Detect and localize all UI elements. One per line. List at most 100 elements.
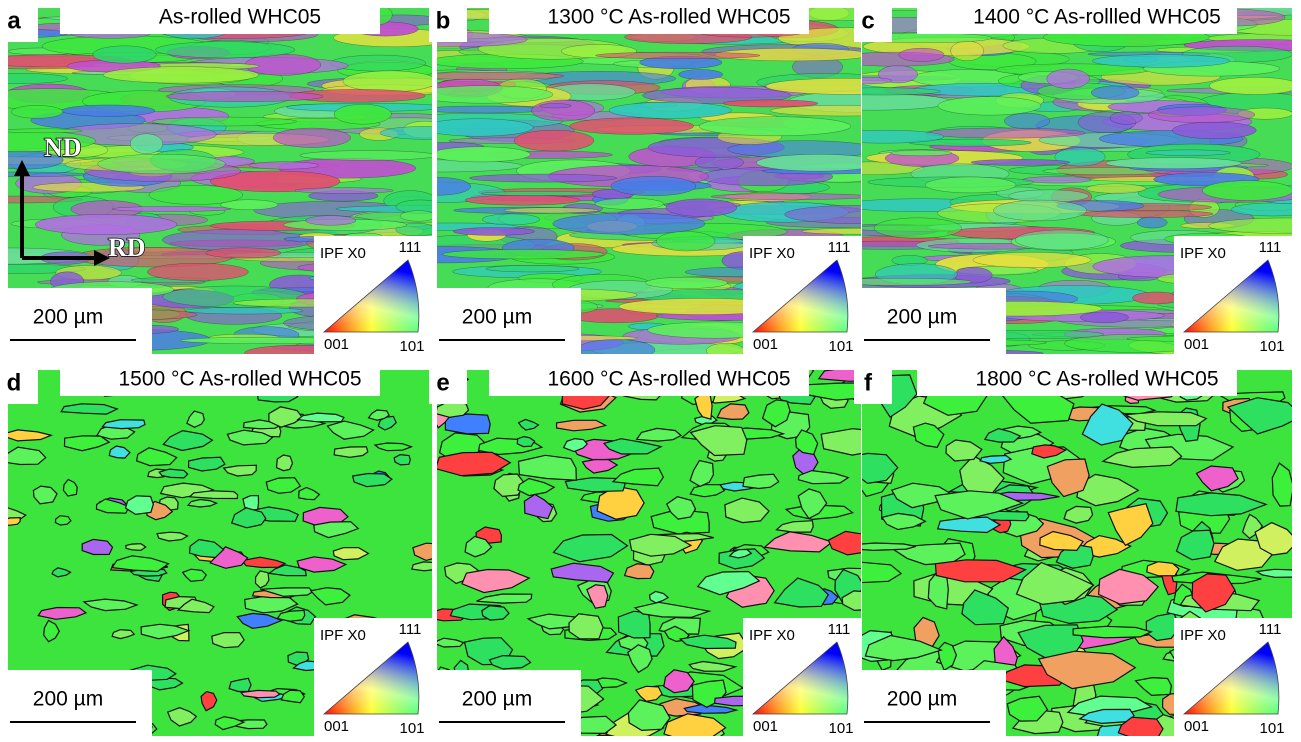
rd-label: RD (108, 233, 146, 262)
grain (482, 214, 540, 225)
panel-letter: d (7, 369, 22, 396)
panel-title: 1800 °C As-rolled WHC05 (976, 368, 1219, 391)
grain (1202, 181, 1293, 201)
legend-101: 101 (828, 338, 853, 355)
grain (899, 48, 944, 61)
grain (431, 147, 531, 162)
grain (394, 455, 410, 465)
scale-label: 200 µm (462, 688, 532, 711)
grain (609, 102, 731, 118)
legend-101: 101 (1259, 338, 1284, 355)
grain (152, 117, 297, 126)
grain (553, 213, 705, 234)
letter-box (854, 362, 892, 404)
grain (1091, 86, 1139, 100)
nd-label: ND (44, 133, 82, 162)
grain (1231, 203, 1301, 216)
legend-001: 001 (324, 718, 349, 735)
grain (890, 150, 951, 156)
panel: As-rolled WHC05a200 µmIPF X0111001101 (0, 0, 496, 361)
legend-title: IPF X0 (320, 245, 366, 262)
grain (423, 119, 533, 137)
grain (514, 130, 594, 151)
panel-title: 1600 °C As-rolled WHC05 (548, 368, 791, 391)
grain (679, 69, 723, 79)
grain (1004, 113, 1049, 129)
grain (343, 71, 437, 92)
grain (166, 91, 323, 102)
panel-title: 1500 °C As-rolled WHC05 (119, 368, 362, 391)
legend-111: 111 (399, 239, 422, 256)
grain (206, 248, 281, 258)
grain (1137, 217, 1167, 228)
grain (666, 199, 737, 217)
grain (469, 174, 616, 182)
grain (596, 52, 760, 59)
grain (0, 172, 86, 177)
grain (249, 162, 319, 169)
grain (925, 177, 1016, 193)
grain (185, 307, 303, 314)
grain (1106, 158, 1242, 169)
grain (577, 339, 655, 360)
grain (646, 277, 728, 288)
grain (0, 518, 20, 526)
grain (570, 118, 694, 134)
grain (993, 200, 1086, 221)
grain (159, 469, 188, 478)
grain (1148, 107, 1255, 123)
grain (706, 343, 744, 358)
grain (147, 263, 248, 280)
scale-label: 200 µm (33, 688, 103, 711)
grain (699, 117, 851, 136)
panel: 1600 °C As-rolled WHC05e200 µmIPF X01110… (412, 356, 891, 737)
legend-title: IPF X0 (1180, 627, 1226, 644)
grain (1015, 230, 1108, 250)
grain (35, 214, 177, 234)
grain (130, 134, 163, 154)
grain (1110, 112, 1142, 125)
grain (951, 41, 984, 61)
legend-111: 111 (1259, 239, 1282, 256)
legend-111: 111 (1259, 621, 1282, 638)
grain (453, 228, 534, 236)
grain (1080, 312, 1128, 323)
panel: 1400 °C As-rollled WHC05c200 µmIPF X0111… (795, 0, 1301, 357)
grain (11, 105, 63, 118)
grain (465, 195, 580, 205)
panel-title: 1400 °C As-rollled WHC05 (973, 6, 1221, 29)
scale-label: 200 µm (887, 306, 957, 329)
figure: As-rolled WHC05a200 µmIPF X0111001101130… (0, 0, 1301, 737)
grain (334, 104, 391, 124)
legend-101: 101 (399, 720, 424, 737)
legend-001: 001 (1184, 336, 1209, 353)
grain (82, 539, 112, 554)
grain (415, 86, 553, 104)
grain (874, 218, 962, 239)
grain (62, 105, 155, 116)
page: As-rolled WHC05a200 µmIPF X0111001101130… (0, 0, 1301, 737)
legend-101: 101 (828, 720, 853, 737)
legend-111: 111 (828, 239, 851, 256)
grain (1047, 69, 1090, 89)
grain (657, 231, 716, 251)
grain (305, 216, 356, 226)
grain (334, 447, 368, 458)
legend-title: IPF X0 (1180, 245, 1226, 262)
legend-111: 111 (828, 621, 851, 638)
grain (1092, 55, 1229, 68)
grain (422, 106, 549, 113)
grain (1073, 626, 1151, 638)
panel-title: 1300 °C As-rolled WHC05 (548, 6, 791, 29)
legend-title: IPF X0 (749, 245, 795, 262)
grain (212, 633, 244, 648)
grain (938, 97, 1041, 116)
legend-title: IPF X0 (749, 627, 795, 644)
grain (539, 104, 571, 108)
panel: 1800 °C As-rolled WHC05f200 µmIPF X01110… (830, 351, 1301, 737)
grain (723, 100, 818, 107)
legend-001: 001 (1184, 718, 1209, 735)
grain (155, 42, 294, 58)
grain (711, 193, 869, 199)
grain (971, 159, 1070, 165)
